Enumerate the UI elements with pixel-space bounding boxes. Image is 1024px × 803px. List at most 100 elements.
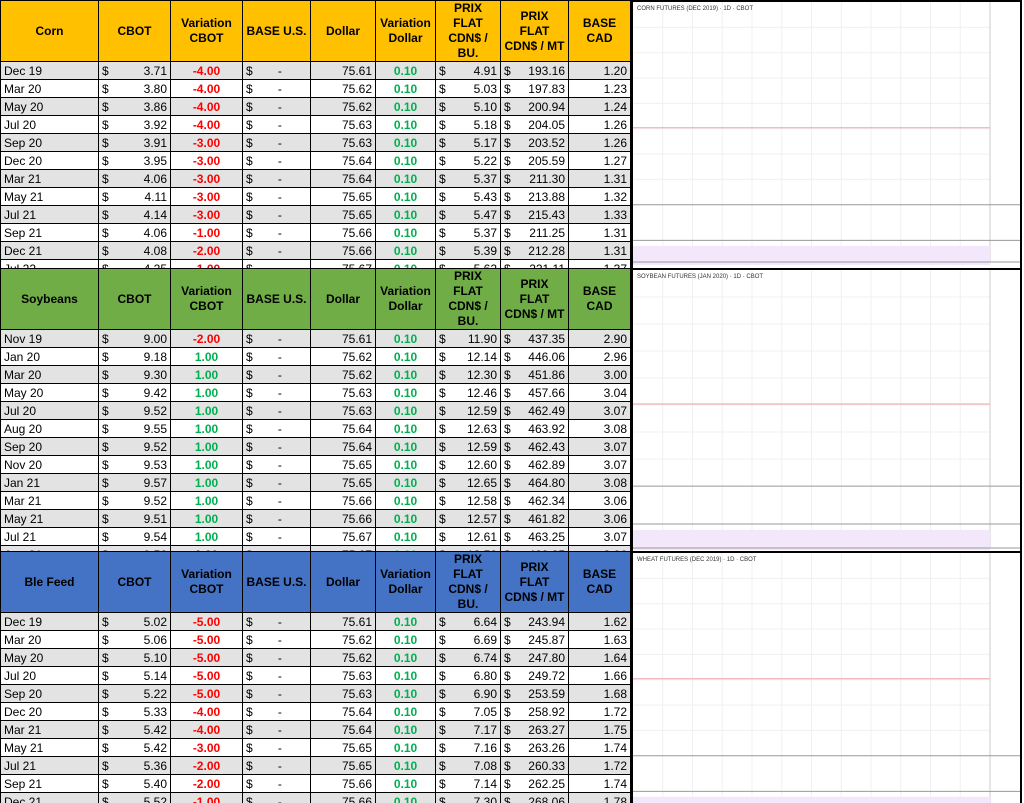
cell: $9.30 (98, 365, 171, 384)
cell: $7.17 (435, 720, 501, 739)
value: -4.00 (192, 63, 221, 78)
value: 75.66 (341, 794, 372, 803)
cell: $9.57 (98, 473, 171, 492)
value: Mar 21 (4, 722, 42, 737)
value: 249.72 (528, 668, 565, 683)
cell: $461.82 (500, 509, 569, 528)
header-cell: BASE U.S. (242, 551, 311, 613)
data-row: Mar 21 $4.06 -3.00 $ -75.64 0.10 $5.37 $211.30 1… (0, 169, 631, 188)
cell: $12.57 (435, 509, 501, 528)
cell: -5.00 (170, 612, 243, 631)
cell: -1.00 (170, 792, 243, 803)
value: 3.95 (143, 153, 167, 168)
value: 12.14 (466, 349, 497, 364)
value: 7.05 (473, 704, 497, 719)
currency: $ (504, 171, 511, 186)
cell: $462.49 (500, 401, 569, 420)
currency: $ (439, 349, 446, 364)
cell: $- (242, 97, 311, 116)
value: 3.80 (143, 81, 167, 96)
cell: $- (242, 133, 311, 152)
value: 1.31 (603, 171, 627, 186)
cell: $- (242, 401, 311, 420)
value: 5.33 (143, 704, 167, 719)
value: 1.72 (603, 704, 627, 719)
cell: Jul 21 (0, 205, 99, 224)
value: Jul 20 (4, 668, 37, 683)
header-cell: PRIX FLAT CDN$ / BU. (435, 0, 501, 62)
value: 197.83 (528, 81, 565, 96)
currency: $ (102, 81, 109, 96)
cell: $9.51 (98, 509, 171, 528)
cell: $- (242, 684, 311, 703)
chart-image: WHEAT FUTURES (DEC 2019) · 1D · CBOT (633, 553, 1020, 803)
cell: $5.42 (98, 720, 171, 739)
currency: $ (246, 668, 253, 683)
cell: 3.07 (568, 401, 631, 420)
currency: $ (504, 207, 511, 222)
header-cell: PRIX FLAT CDN$ / MT (500, 268, 569, 330)
cell: 0.10 (375, 133, 436, 152)
cell: $263.27 (500, 720, 569, 739)
cell: $- (242, 383, 311, 402)
cell: -5.00 (170, 684, 243, 703)
data-row: Jul 21 $9.54 1.00 $ -75.67 0.10 $12.61 $463.25 3… (0, 527, 631, 546)
currency: $ (439, 475, 446, 490)
value: - (277, 403, 282, 418)
cell: $463.92 (500, 419, 569, 438)
cell: 75.64 (310, 702, 376, 721)
currency: $ (246, 457, 253, 472)
value: 1.27 (603, 153, 627, 168)
data-row: Sep 21 $4.06 -1.00 $ -75.66 0.10 $5.37 $211.25 1… (0, 223, 631, 242)
value: 203.52 (528, 135, 565, 150)
cell: 75.62 (310, 630, 376, 649)
currency: $ (504, 439, 511, 454)
cell: 0.10 (375, 205, 436, 224)
value: 4.11 (144, 189, 167, 204)
value: 5.22 (143, 686, 167, 701)
cell: 1.75 (568, 720, 631, 739)
value: 1.64 (603, 650, 627, 665)
cell: $12.30 (435, 365, 501, 384)
currency: $ (439, 207, 446, 222)
value: - (277, 331, 282, 346)
value: 9.52 (143, 493, 167, 508)
cell: 0.10 (375, 774, 436, 793)
currency: $ (246, 153, 253, 168)
value: 1.63 (603, 632, 627, 647)
value: 0.10 (393, 511, 418, 526)
value: 9.57 (143, 475, 167, 490)
cell: $- (242, 756, 311, 775)
cell: $457.66 (500, 383, 569, 402)
value: 446.06 (528, 349, 565, 364)
cell: $268.06 (500, 792, 569, 803)
currency: $ (504, 794, 511, 803)
cell: $- (242, 205, 311, 224)
value: 75.64 (341, 722, 372, 737)
cell: 0.10 (375, 491, 436, 510)
value: - (277, 243, 282, 258)
currency: $ (504, 529, 511, 544)
currency: $ (439, 385, 446, 400)
value: 1.00 (194, 493, 219, 508)
value: 1.62 (603, 614, 627, 629)
cell: 0.10 (375, 419, 436, 438)
cell: Mar 20 (0, 630, 99, 649)
value: 75.64 (341, 439, 372, 454)
cell: 0.10 (375, 437, 436, 456)
cell: May 20 (0, 97, 99, 116)
value: 5.37 (473, 171, 497, 186)
value: 12.59 (466, 403, 497, 418)
value: -3.00 (192, 135, 221, 150)
value: 0.10 (393, 171, 418, 186)
data-row: Nov 20 $9.53 1.00 $ -75.65 0.10 $12.60 $462.89 3… (0, 455, 631, 474)
cell: Jan 21 (0, 473, 99, 492)
value: 75.65 (341, 457, 372, 472)
value: 1.23 (603, 81, 627, 96)
value: Nov 20 (4, 457, 43, 472)
cell: 75.64 (310, 169, 376, 188)
cell: 75.62 (310, 648, 376, 667)
value: 1.72 (603, 758, 627, 773)
value: 4.06 (143, 225, 167, 240)
